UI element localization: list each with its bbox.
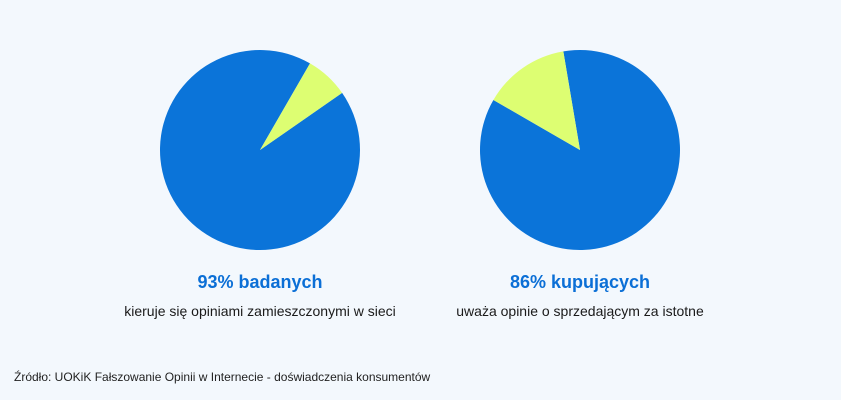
pie-chart-badanych	[160, 50, 361, 251]
stat-headline: 86% kupujących	[509, 272, 651, 292]
stat-caption: uważa opinie o sprzedającym za istotne	[456, 303, 704, 319]
pie-slice-accent	[260, 63, 343, 150]
stat-caption: kieruje się opiniami zamieszczonymi w si…	[124, 303, 396, 319]
pie-chart-kupujacych	[480, 50, 680, 251]
stat-headline: 93% badanych	[197, 272, 323, 292]
source-note: Źródło: UOKiK Fałszowanie Opinii w Inter…	[14, 370, 431, 384]
pie-slice-main	[160, 50, 361, 251]
pie-slice-accent	[493, 51, 580, 151]
